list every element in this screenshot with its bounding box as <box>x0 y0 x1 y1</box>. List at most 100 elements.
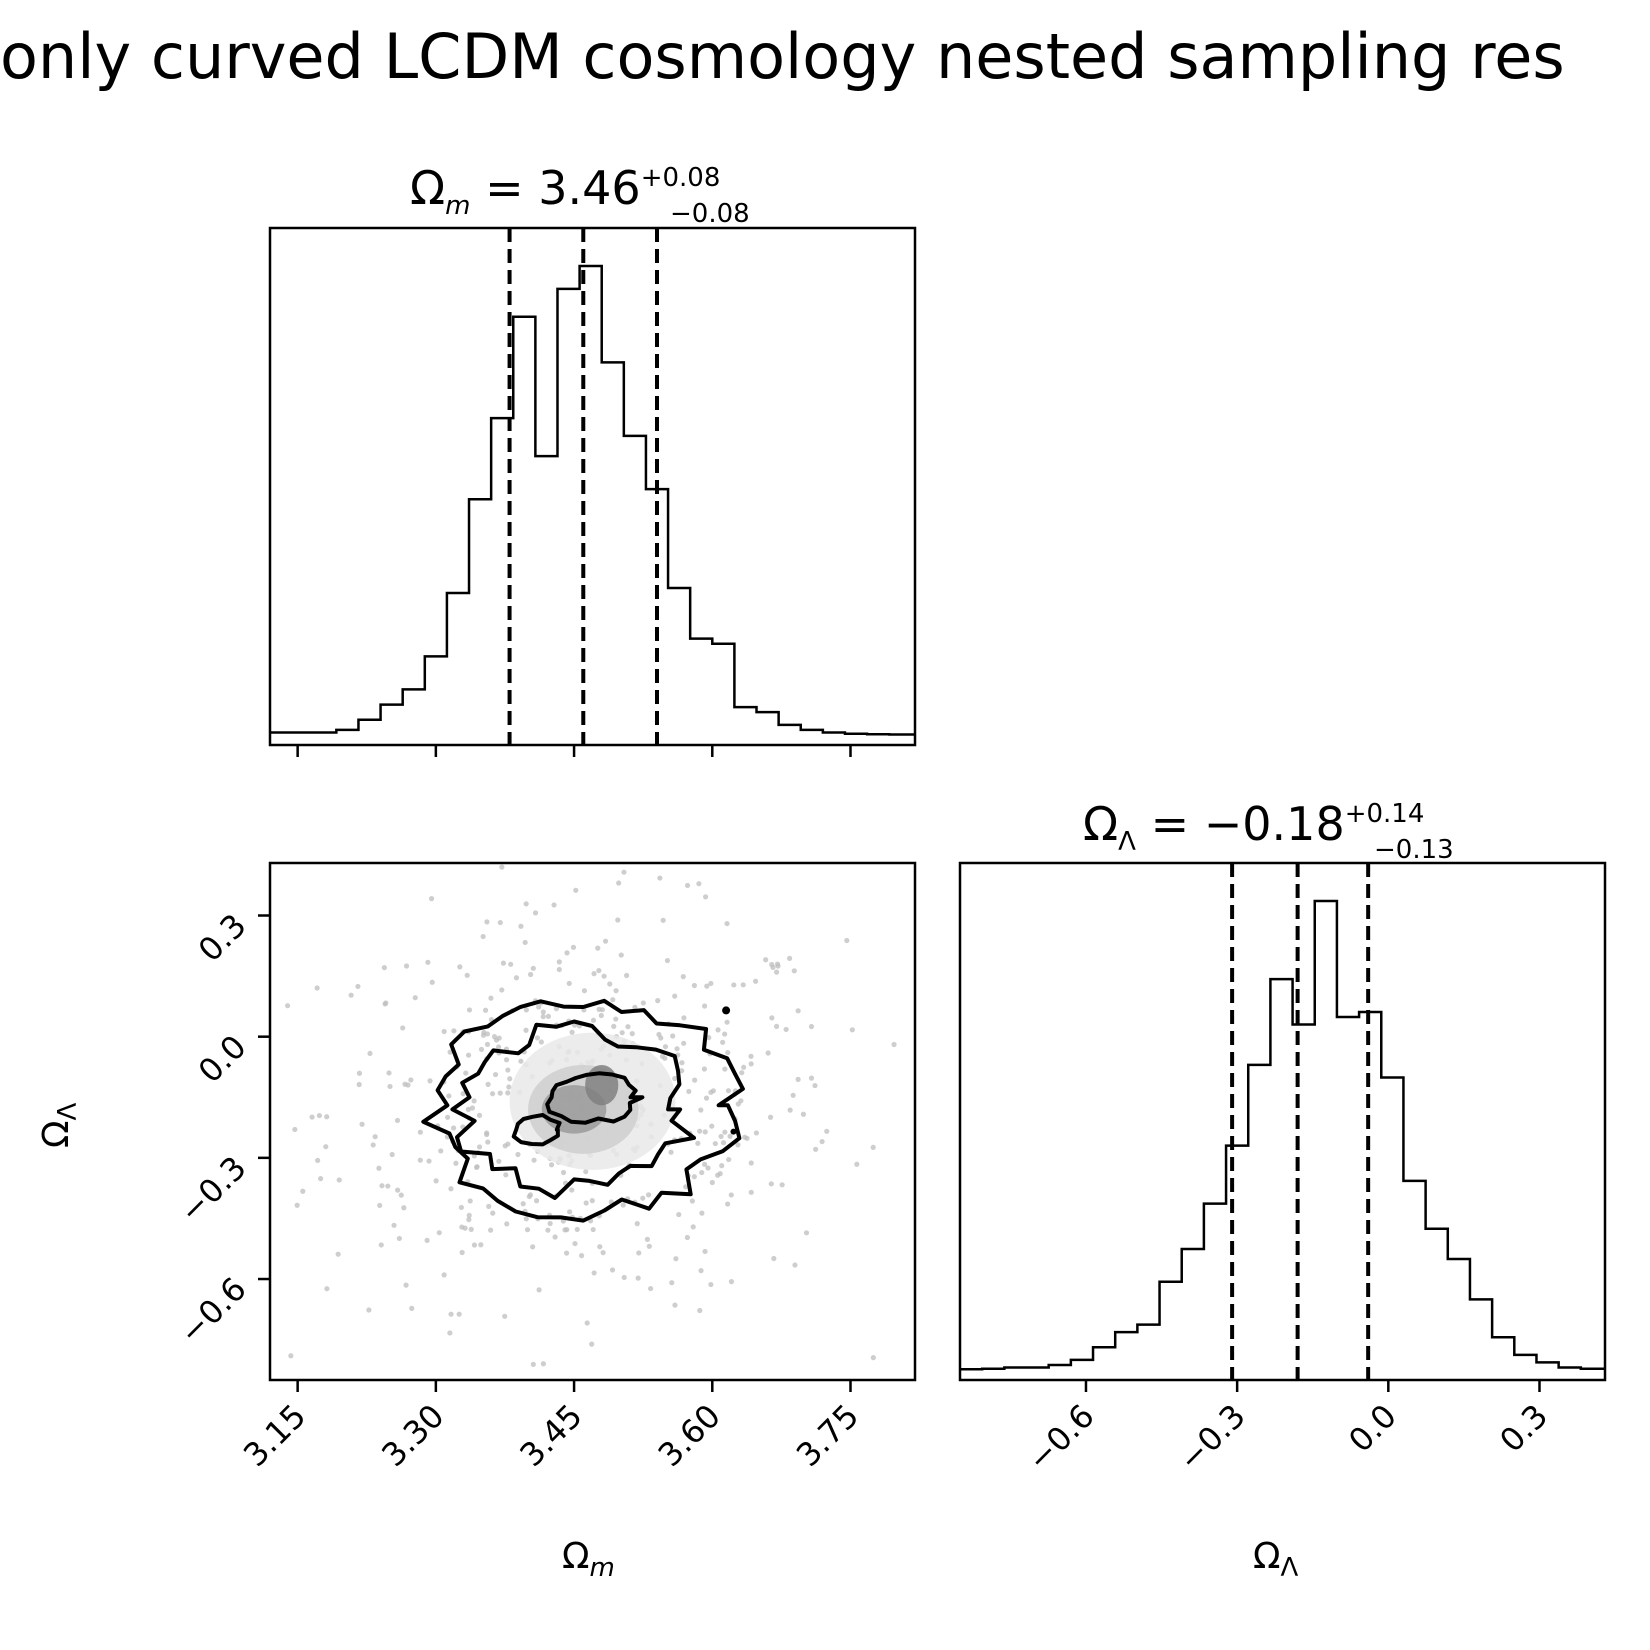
omega-lambda-frame <box>958 861 1607 1382</box>
scatter-point <box>492 1071 499 1078</box>
joint-density-panel: 3.15 3.30 3.45 3.60 3.75 −0.6 −0.3 0.0 0.3 <box>172 861 917 1474</box>
scatter-point <box>556 959 562 965</box>
scatter-point <box>385 1183 391 1189</box>
scatter-point <box>800 1111 807 1117</box>
scatter-point <box>316 1112 322 1119</box>
scatter-point <box>292 1126 298 1133</box>
scatter-point <box>803 1230 810 1236</box>
scatter-point <box>474 1164 480 1170</box>
scatter-point <box>552 1234 558 1240</box>
scatter-point <box>563 1250 570 1256</box>
scatter-point <box>497 919 503 926</box>
scatter-point <box>367 1050 373 1057</box>
scatter-point <box>324 1286 330 1292</box>
scatter-point <box>573 887 579 893</box>
scatter-point <box>513 975 520 981</box>
scatter-point <box>748 1053 754 1059</box>
x-axis-label-omega-m-sub: m <box>590 1553 615 1583</box>
scatter-point <box>491 1034 498 1040</box>
scatter-point <box>591 971 597 977</box>
scatter-point <box>323 1144 329 1150</box>
scatter-point <box>484 1130 490 1136</box>
omega-lambda-x-tick-label-2: 0.0 <box>1341 1397 1404 1460</box>
scatter-point <box>478 1242 484 1248</box>
omega-m-subscript: m <box>445 191 470 221</box>
scatter-point <box>705 1165 711 1171</box>
scatter-point <box>635 1275 641 1281</box>
scatter-point <box>676 1211 682 1218</box>
scatter-point <box>584 1320 590 1326</box>
scatter-point <box>500 960 507 966</box>
scatter-point <box>648 1285 654 1292</box>
scatter-point <box>618 952 624 958</box>
scatter-point <box>632 1004 638 1010</box>
scatter-point <box>408 1077 414 1083</box>
omega-lambda-subscript: Λ <box>1118 827 1136 857</box>
scatter-point <box>318 1176 324 1182</box>
scatter-point <box>294 1202 300 1208</box>
scatter-point <box>722 1031 728 1037</box>
scatter-point <box>530 965 536 971</box>
scatter-point <box>335 1251 341 1257</box>
scatter-point <box>478 1046 485 1052</box>
scatter-point <box>596 1006 602 1012</box>
scatter-point <box>720 1039 726 1045</box>
scatter-point <box>538 1039 544 1045</box>
scatter-point <box>527 1192 534 1198</box>
joint-y-tick-label-2: 0.0 <box>191 1027 254 1090</box>
scatter-point <box>497 1090 503 1096</box>
scatter-point <box>722 1129 728 1135</box>
scatter-point <box>702 1248 708 1255</box>
scatter-point <box>655 998 661 1004</box>
scatter-point <box>569 1187 575 1193</box>
scatter-point <box>664 957 671 964</box>
scatter-point <box>540 1009 546 1015</box>
scatter-point <box>590 1017 597 1023</box>
scatter-point <box>621 869 627 875</box>
scatter-point <box>400 1025 406 1031</box>
scatter-point <box>467 1198 473 1204</box>
scatter-point <box>680 974 686 980</box>
scatter-point <box>551 902 557 908</box>
scatter-point <box>503 1172 509 1178</box>
scatter-point <box>515 1151 521 1158</box>
scatter-point <box>611 1023 617 1029</box>
scatter-point <box>480 1032 487 1038</box>
scatter-point <box>670 1033 676 1039</box>
scatter-point <box>703 1095 710 1101</box>
scatter-point <box>602 938 609 944</box>
scatter-point <box>768 1181 774 1187</box>
scatter-point <box>503 1057 510 1063</box>
omega-m-upper-err: +0.08 <box>641 163 721 193</box>
scatter-point <box>288 1353 294 1359</box>
scatter-point <box>702 894 709 900</box>
scatter-point <box>795 1076 801 1082</box>
x-axis-label-omega-lambda: ΩΛ <box>1253 1536 1299 1583</box>
y-axis-label-omega-lambda-sub: Λ <box>53 1102 83 1120</box>
scatter-point <box>590 1226 596 1233</box>
scatter-point <box>562 1227 568 1233</box>
scatter-point <box>720 1140 727 1146</box>
contour-dot-2 <box>722 1006 731 1015</box>
scatter-point <box>725 1201 731 1207</box>
scatter-point <box>672 1075 678 1082</box>
scatter-point <box>533 1198 540 1204</box>
scatter-point <box>657 875 663 881</box>
scatter-point <box>484 1031 491 1037</box>
scatter-point <box>553 1006 559 1012</box>
scatter-point <box>727 1133 733 1139</box>
omega-lambda-symbol: Ω <box>1083 797 1118 851</box>
omega-m-symbol: Ω <box>410 161 445 215</box>
scatter-point <box>356 1070 363 1076</box>
scatter-point <box>672 1302 678 1308</box>
scatter-point <box>457 964 463 970</box>
scatter-point <box>658 1035 664 1041</box>
scatter-point <box>752 978 759 984</box>
scatter-point <box>739 1070 745 1076</box>
scatter-point <box>790 1092 796 1098</box>
scatter-point <box>824 1128 830 1134</box>
scatter-point <box>394 1117 401 1124</box>
scatter-point <box>583 1200 589 1206</box>
scatter-point <box>644 1236 650 1242</box>
